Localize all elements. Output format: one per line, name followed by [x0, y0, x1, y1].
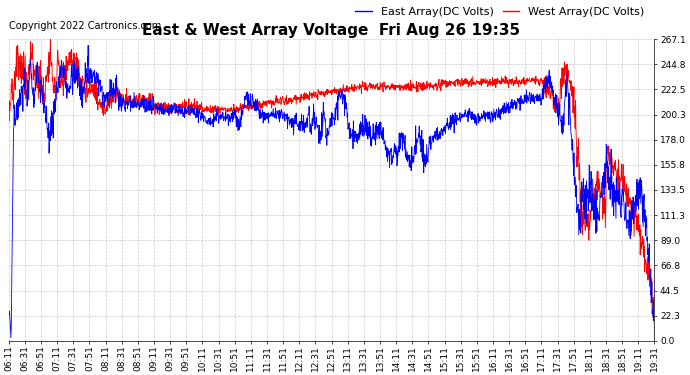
West Array(DC Volts) [319, 90, 327, 94]
Legend: East Array(DC Volts), West Array(DC Volts): East Array(DC Volts), West Array(DC Volt… [351, 2, 649, 21]
West Array(DC Volts) [37, 85, 46, 89]
West Array(DC Volts) [5, 107, 13, 111]
East Array(DC Volts) [631, 193, 640, 198]
Text: Copyright 2022 Cartronics.com: Copyright 2022 Cartronics.com [9, 21, 161, 31]
West Array(DC Volts) [650, 306, 658, 311]
West Array(DC Volts) [649, 314, 658, 319]
West Array(DC Volts) [46, 37, 55, 41]
West Array(DC Volts) [631, 203, 640, 207]
East Array(DC Volts) [5, 314, 13, 318]
East Array(DC Volts) [84, 43, 92, 48]
Line: East Array(DC Volts): East Array(DC Volts) [9, 45, 654, 340]
Line: West Array(DC Volts): West Array(DC Volts) [9, 39, 654, 316]
West Array(DC Volts) [632, 203, 640, 207]
East Array(DC Volts) [513, 96, 522, 101]
East Array(DC Volts) [37, 88, 46, 93]
East Array(DC Volts) [302, 125, 310, 130]
West Array(DC Volts) [302, 96, 310, 101]
East Array(DC Volts) [319, 118, 327, 123]
West Array(DC Volts) [513, 81, 522, 86]
East Array(DC Volts) [650, 338, 658, 342]
East Array(DC Volts) [632, 209, 640, 213]
Title: East & West Array Voltage  Fri Aug 26 19:35: East & West Array Voltage Fri Aug 26 19:… [142, 23, 520, 38]
